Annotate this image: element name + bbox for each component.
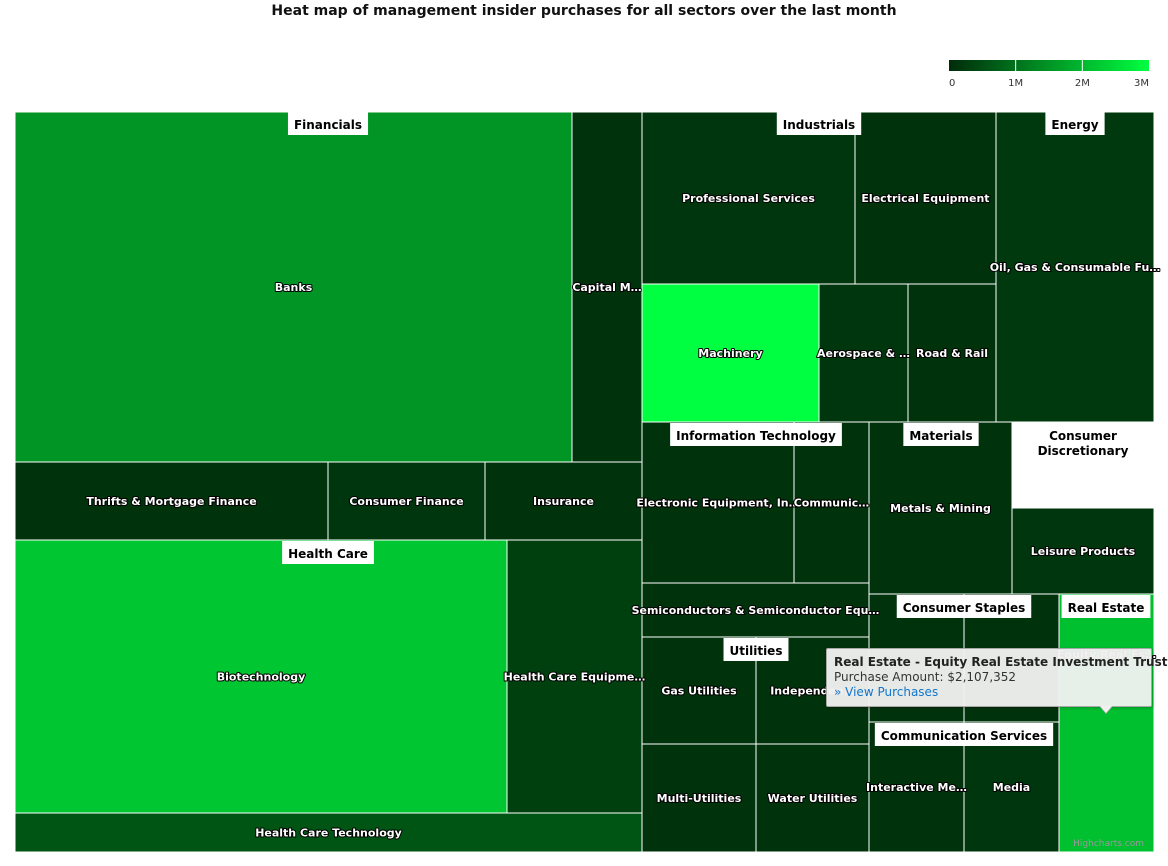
treemap-cell-electronic-equipment-in[interactable] xyxy=(641,421,795,584)
treemap-cell-label: Insurance xyxy=(533,495,594,508)
treemap-cell-label: Multi-Utilities xyxy=(657,792,742,805)
treemap-cell-label: Leisure Products xyxy=(1031,545,1136,558)
treemap-leaf-labels: Banks Capital M… Thrifts & Mortgage Financ… xyxy=(85,191,1161,841)
group-label-text: Materials xyxy=(909,429,972,443)
credits-link[interactable]: Highcharts.com xyxy=(1073,839,1144,849)
group-label-background xyxy=(723,638,789,661)
treemap-cell-consumer-finance[interactable] xyxy=(327,461,486,541)
tooltip-amount-label: Purchase Amount: xyxy=(834,670,948,684)
treemap-cell-label: Banks xyxy=(275,281,313,294)
treemap-cell-machinery[interactable] xyxy=(641,283,820,423)
treemap-cell-label: Media xyxy=(993,781,1030,794)
tooltip-amount-value: $2,107,352 xyxy=(947,670,1017,684)
group-label-text: Energy xyxy=(1051,118,1098,132)
treemap-cell-leisure-products[interactable] xyxy=(1011,507,1155,595)
group-label-health-care: Health Care xyxy=(282,541,374,564)
group-label-background xyxy=(287,112,369,135)
treemap-leaves xyxy=(14,111,1155,853)
treemap-cell-label: Water Utilities xyxy=(768,792,858,805)
group-label-text: Consumer xyxy=(1049,429,1117,443)
view-purchases-link[interactable]: » View Purchases xyxy=(834,685,939,699)
treemap-cell-label: Communic… xyxy=(794,497,870,510)
color-legend-bar xyxy=(949,60,1149,71)
treemap-cell-label: Oil, Gas & Consumable Fu… xyxy=(990,261,1161,274)
treemap-cell-label: Health Care Technology xyxy=(255,827,402,840)
group-label-text: Information Technology xyxy=(676,429,836,443)
treemap-cell-metals-mining[interactable] xyxy=(868,421,1013,595)
group-label-energy: Energy xyxy=(1045,112,1105,135)
treemap-cell-oil-gas-consumable-fu[interactable] xyxy=(995,111,1155,423)
treemap-cell-label: Semiconductors & Semiconductor Equ… xyxy=(632,604,880,617)
group-label-consumer-staples: Consumer Staples xyxy=(896,595,1032,618)
group-label-text: Health Care xyxy=(288,547,368,561)
treemap-cell-health-care-technology[interactable] xyxy=(14,812,643,853)
group-label-text: Discretionary xyxy=(1038,444,1129,458)
treemap-cell-label: Professional Services xyxy=(682,192,815,205)
treemap-cell-label: Gas Utilities xyxy=(661,685,737,698)
color-legend: 0 1M 2M 3M xyxy=(949,60,1149,89)
group-label-background xyxy=(874,723,1054,746)
group-label-communication-services: Communication Services xyxy=(874,723,1054,746)
treemap-cell-label: Biotechnology xyxy=(217,671,306,684)
group-label-text: Real Estate xyxy=(1068,601,1145,615)
group-label-financials: Financials xyxy=(287,112,369,135)
tooltip: Real Estate - Equity Real Estate Investm… xyxy=(826,648,1168,707)
treemap-cell-label: Metals & Mining xyxy=(890,502,991,515)
group-label-background xyxy=(1061,595,1151,618)
group-label-background xyxy=(1031,423,1135,461)
group-label-text: Financials xyxy=(294,118,362,132)
treemap-group-labels: Financials Health Care Industrials Energy In… xyxy=(282,112,1151,746)
group-label-text: Utilities xyxy=(730,644,783,658)
treemap-cell-insurance[interactable] xyxy=(484,461,643,541)
treemap-cell-multi-utilities[interactable] xyxy=(641,743,757,853)
tooltip-title: Real Estate - Equity Real Estate Investm… xyxy=(834,655,1168,669)
group-label-background xyxy=(903,423,979,446)
group-label-background xyxy=(896,595,1032,618)
group-label-background xyxy=(282,541,374,564)
treemap-cell-road-rail[interactable] xyxy=(907,283,997,423)
treemap-cell-health-care-equipme[interactable] xyxy=(506,539,643,814)
color-legend-tick-label: 3M xyxy=(1134,78,1149,89)
treemap-cell-label: Road & Rail xyxy=(916,347,988,360)
color-legend-tick-label: 2M xyxy=(1075,78,1090,89)
tooltip-arrow-inner xyxy=(1100,706,1112,713)
color-legend-tick-label: 0 xyxy=(949,78,955,89)
treemap-cell-label: Electronic Equipment, In… xyxy=(636,497,799,510)
treemap-cell-label: Electrical Equipment xyxy=(861,192,989,205)
treemap-cell-label: Health Care Equipme… xyxy=(504,671,646,684)
group-label-materials: Materials xyxy=(903,423,979,446)
group-label-text: Industrials xyxy=(783,118,855,132)
treemap-cell-biotechnology[interactable] xyxy=(14,539,508,814)
treemap-cell-label: Capital M… xyxy=(572,281,641,294)
treemap-cell-aerospace[interactable] xyxy=(818,283,909,423)
group-label-industrials: Industrials xyxy=(776,112,862,135)
group-label-utilities: Utilities xyxy=(723,638,789,661)
group-label-text: Communication Services xyxy=(881,729,1047,743)
group-label-real-estate: Real Estate xyxy=(1061,595,1151,618)
group-label-background xyxy=(670,423,842,446)
group-label-background xyxy=(776,112,862,135)
treemap-cell-professional-services[interactable] xyxy=(641,111,856,285)
treemap-cell-label: Machinery xyxy=(698,347,762,360)
treemap-cell-equity-real-es[interactable] xyxy=(1058,593,1155,853)
treemap-cell-label: Aerospace & … xyxy=(817,347,910,360)
color-legend-tick-label: 1M xyxy=(1008,78,1023,89)
treemap-cell-label: Thrifts & Mortgage Finance xyxy=(86,495,256,508)
group-label-text: Consumer Staples xyxy=(903,601,1025,615)
tooltip-amount: Purchase Amount: $2,107,352 xyxy=(834,670,1144,685)
group-label-background xyxy=(1045,112,1105,135)
chart-title: Heat map of management insider purchases… xyxy=(271,3,897,19)
group-label-information-technology: Information Technology xyxy=(670,423,842,446)
treemap-cell-label: Consumer Finance xyxy=(349,495,463,508)
treemap-cell-label: Interactive Me… xyxy=(866,781,967,794)
